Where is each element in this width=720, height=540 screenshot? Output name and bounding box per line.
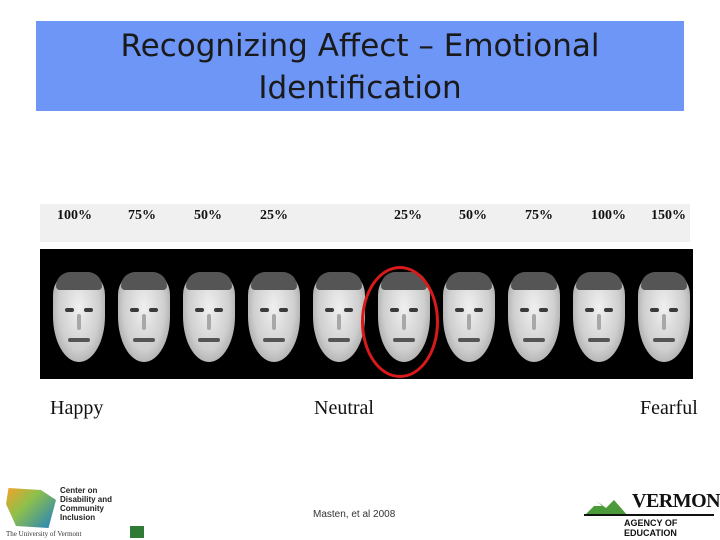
percent-label: 75% xyxy=(525,208,553,223)
face-image xyxy=(638,272,690,362)
vermont-aoe-logo: VERMONT AGENCY OF EDUCATION xyxy=(580,488,720,540)
logo-underline xyxy=(584,514,714,516)
uvm-seal-icon xyxy=(130,526,144,538)
intensity-percent-row: 100% 75% 50% 25% 25% 50% 75% 100% 150% xyxy=(40,204,690,242)
label-happy: Happy xyxy=(50,397,104,419)
face-image xyxy=(508,272,560,362)
face-image xyxy=(183,272,235,362)
label-fearful: Fearful xyxy=(640,397,698,419)
label-neutral: Neutral xyxy=(314,397,374,419)
percent-label: 50% xyxy=(459,208,487,223)
face-image xyxy=(248,272,300,362)
face-image xyxy=(118,272,170,362)
percent-label: 100% xyxy=(591,208,626,223)
neutral-highlight-circle xyxy=(361,266,439,378)
title-banner: Recognizing Affect – Emotional Identific… xyxy=(36,21,684,111)
percent-label: 75% xyxy=(128,208,156,223)
percent-label: 100% xyxy=(57,208,92,223)
cdci-logo-text: Center on Disability and Community Inclu… xyxy=(60,486,113,522)
slide-title-line-1: Recognizing Affect – Emotional xyxy=(120,28,600,64)
percent-label: 25% xyxy=(260,208,288,223)
percent-label: 25% xyxy=(394,208,422,223)
face-image xyxy=(443,272,495,362)
agency-of-education-text: AGENCY OF EDUCATION xyxy=(624,518,678,538)
percent-label: 50% xyxy=(194,208,222,223)
vermont-map-icon xyxy=(6,488,56,528)
face-image xyxy=(313,272,365,362)
face-morph-strip xyxy=(40,249,693,379)
mountain-icon xyxy=(584,500,628,516)
face-image xyxy=(573,272,625,362)
citation: Masten, et al 2008 xyxy=(313,509,396,520)
slide-title: Recognizing Affect – Emotional Identific… xyxy=(36,25,684,109)
uvm-text: The University of Vermont xyxy=(6,530,82,538)
percent-label: 150% xyxy=(651,208,686,223)
cdci-logo: Center on Disability and Community Inclu… xyxy=(0,486,155,540)
face-image xyxy=(53,272,105,362)
vermont-wordmark: VERMONT xyxy=(632,490,720,512)
slide-title-line-2: Identification xyxy=(258,70,462,106)
